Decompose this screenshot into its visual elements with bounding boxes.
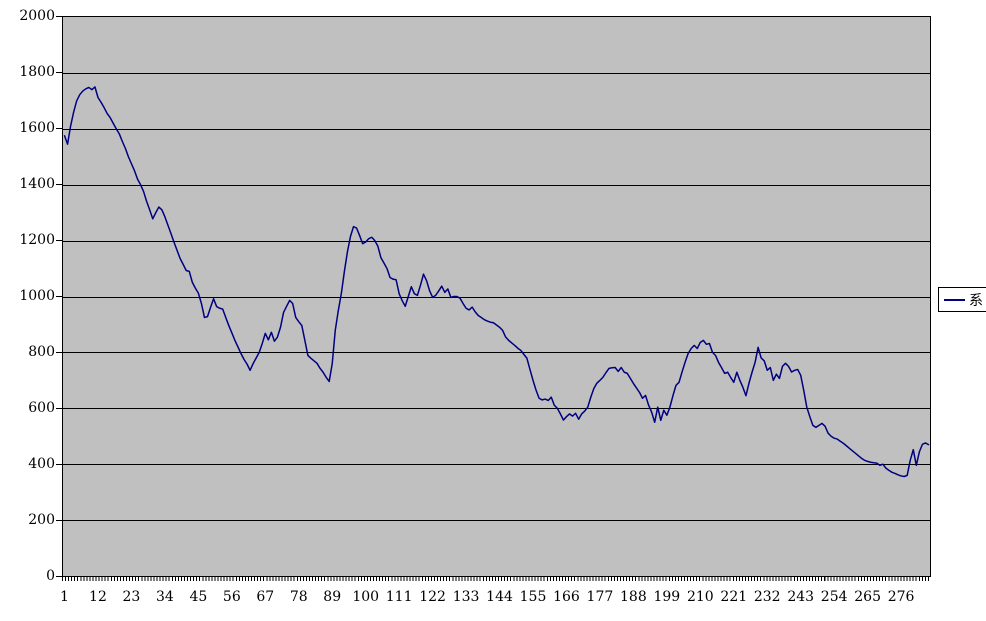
- x-axis-label: 111: [385, 589, 413, 605]
- y-axis-label: 1600: [19, 120, 55, 136]
- x-axis-label: 89: [323, 589, 342, 605]
- gridline-1000: [63, 297, 930, 298]
- y-axis-tick: [56, 16, 62, 17]
- y-axis-label: 1800: [19, 64, 55, 80]
- y-axis-label: 1400: [19, 176, 55, 192]
- y-axis-tick: [56, 72, 62, 73]
- y-axis-label: 0: [46, 568, 55, 584]
- gridline-1800: [63, 73, 930, 74]
- y-axis-tick: [56, 576, 62, 577]
- x-axis-label: 12: [89, 589, 107, 605]
- series-line-svg: [63, 86, 930, 478]
- y-axis-tick: [56, 352, 62, 353]
- y-axis-tick: [56, 408, 62, 409]
- x-axis-label: 276: [887, 589, 915, 605]
- x-axis-label: 133: [452, 589, 480, 605]
- x-axis-label: 56: [222, 589, 241, 605]
- y-axis-label: 400: [28, 456, 55, 472]
- x-axis-label: 243: [787, 589, 815, 605]
- x-axis-label: 1: [60, 589, 69, 605]
- gridline-800: [63, 352, 930, 353]
- x-axis-label: 122: [419, 589, 446, 605]
- y-axis-label: 2000: [19, 8, 55, 24]
- x-axis-label: 100: [352, 589, 380, 605]
- x-axis-label: 45: [189, 589, 208, 605]
- gridline-1400: [63, 185, 930, 186]
- x-axis-label: 210: [686, 589, 714, 605]
- x-axis-label: 199: [653, 589, 681, 605]
- x-axis-label: 155: [519, 589, 547, 605]
- gridline-1200: [63, 241, 930, 242]
- x-axis-label: 166: [553, 589, 580, 605]
- x-axis-label: 254: [820, 589, 848, 605]
- legend-series-label: 系: [969, 292, 983, 309]
- y-axis-tick: [56, 296, 62, 297]
- gridline-400: [63, 464, 930, 465]
- x-axis-label: 232: [753, 589, 781, 605]
- plot-area: [62, 16, 931, 577]
- x-axis-label: 188: [620, 589, 647, 605]
- legend: 系: [938, 287, 986, 312]
- x-axis-label: 78: [289, 589, 308, 605]
- y-axis-label: 1200: [19, 232, 55, 248]
- gridline-600: [63, 408, 930, 409]
- gridline-1600: [63, 129, 930, 130]
- y-axis-tick: [56, 464, 62, 465]
- y-axis-tick: [56, 128, 62, 129]
- y-axis-tick: [56, 520, 62, 521]
- x-axis-label: 23: [122, 589, 141, 605]
- x-axis-tick-strip: [62, 577, 931, 581]
- y-axis-label: 200: [28, 512, 55, 528]
- x-axis-label: 67: [256, 589, 275, 605]
- y-axis-label: 1000: [19, 288, 55, 304]
- x-axis-label: 34: [155, 589, 174, 605]
- x-axis-label: 144: [486, 589, 513, 605]
- y-axis-label: 800: [28, 344, 55, 360]
- y-axis-tick: [56, 184, 62, 185]
- y-axis-tick: [56, 240, 62, 241]
- x-axis-label: 221: [720, 589, 748, 605]
- gridline-200: [63, 520, 930, 521]
- x-axis-label: 265: [854, 589, 881, 605]
- legend-line-marker-icon: [944, 298, 965, 301]
- x-axis-label: 177: [586, 589, 614, 605]
- y-axis-label: 600: [28, 400, 55, 416]
- series-line: [63, 86, 930, 478]
